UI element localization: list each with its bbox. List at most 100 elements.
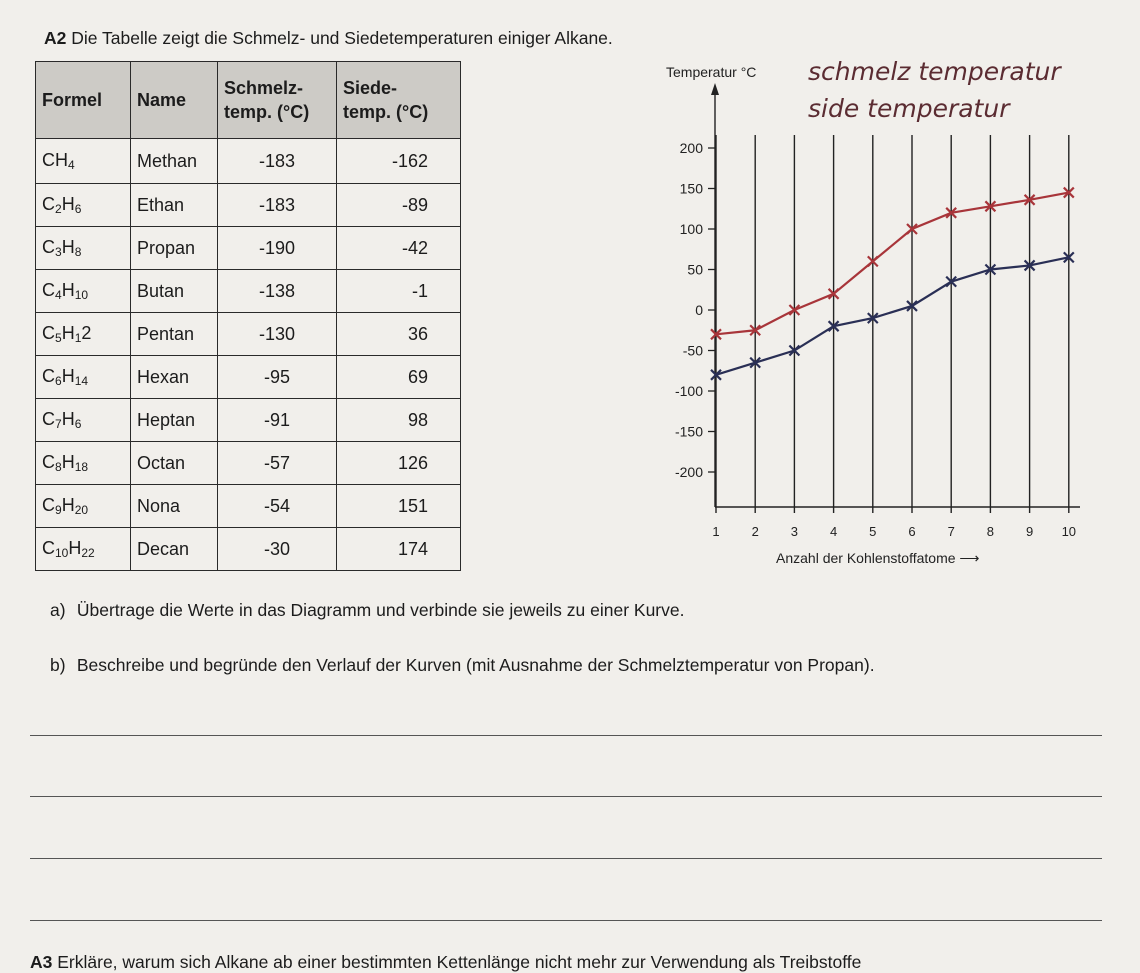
x-tick-label: 10: [1062, 524, 1076, 539]
boil-cell: 174: [336, 527, 461, 571]
data-point-marker: [945, 207, 957, 219]
formula-cell: C4H10: [35, 269, 131, 313]
name-cell: Decan: [130, 527, 218, 571]
name-cell: Methan: [130, 138, 218, 184]
temperature-chart: 200 150 100 50 0 -50 -100 -150 -200 1 2 3 4 5 6 7 8 9 10 Te…: [666, 57, 1080, 566]
x-tick-label: 1: [712, 524, 719, 539]
answer-line-1[interactable]: [30, 735, 1102, 736]
table-row: C9H20 Nona -54 151: [35, 484, 461, 528]
data-point-marker: [710, 369, 722, 381]
data-point-marker: [906, 223, 918, 235]
task-a3-heading: A3 Erkläre, warum sich Alkane ab einer b…: [30, 952, 862, 972]
y-axis-label: Temperatur °C: [666, 64, 756, 80]
task-a2-heading: A2 Die Tabelle zeigt die Schmelz- und Si…: [44, 28, 613, 48]
header-name: Name: [130, 61, 218, 139]
answer-line-4[interactable]: [30, 920, 1102, 921]
formula-cell: C2H6: [35, 183, 131, 227]
table-row: C6H14 Hexan -95 69: [35, 355, 461, 399]
header-formel: Formel: [35, 61, 131, 139]
data-point-marker: [1063, 251, 1075, 264]
data-point-marker: [906, 300, 918, 312]
data-point-marker: [788, 304, 801, 316]
data-point-marker: [710, 328, 722, 341]
boil-cell: -42: [336, 226, 461, 270]
answer-line-2[interactable]: [30, 796, 1102, 797]
name-cell: Octan: [130, 441, 218, 485]
melt-cell: -95: [217, 355, 337, 399]
boil-cell: 126: [336, 441, 461, 485]
y-tick-label: 100: [680, 221, 704, 237]
formula-cell: C6H14: [35, 355, 131, 399]
data-point-marker: [788, 344, 801, 357]
x-axis-label: Anzahl der Kohlenstoffatome ⟶: [776, 550, 980, 566]
question-b: b) Beschreibe und begründe den Verlauf d…: [50, 655, 875, 675]
table-row: C3H8 Propan -190 -42: [35, 226, 461, 270]
boil-cell: -162: [336, 138, 461, 184]
name-cell: Heptan: [130, 398, 218, 442]
boil-cell: 69: [336, 355, 461, 399]
boil-cell: -89: [336, 183, 461, 227]
table-row: C2H6 Ethan -183 -89: [35, 183, 461, 227]
data-point-marker: [1023, 194, 1036, 206]
melt-cell: -57: [217, 441, 337, 485]
data-point-marker: [749, 324, 761, 337]
series-line: [715, 256, 1070, 376]
table-row: C4H10 Butan -138 -1: [35, 269, 461, 313]
data-point-marker: [867, 312, 879, 324]
melt-cell: -183: [217, 183, 337, 227]
data-point-marker: [867, 255, 879, 268]
data-point-marker: [945, 275, 957, 288]
table-row: C10H22 Decan -30 174: [35, 527, 461, 571]
name-cell: Hexan: [130, 355, 218, 399]
handwritten-label-melting: schmelz temperatur: [808, 57, 1062, 86]
x-tick-label: 5: [869, 524, 876, 539]
answer-line-3[interactable]: [30, 858, 1102, 859]
melt-cell: -91: [217, 398, 337, 442]
x-tick-label: 6: [908, 524, 915, 539]
data-point-marker: [749, 356, 761, 369]
formula-cell: C3H8: [35, 226, 131, 270]
melt-cell: -190: [217, 226, 337, 270]
x-tick-label: 8: [987, 524, 994, 539]
y-tick-label: -200: [675, 464, 703, 480]
x-tick-label: 4: [830, 524, 837, 539]
formula-cell: C9H20: [35, 484, 131, 528]
data-point-marker: [827, 320, 840, 332]
name-cell: Pentan: [130, 312, 218, 356]
handwritten-label-boiling: side temperatur: [808, 94, 1011, 123]
y-tick-label: 150: [680, 181, 704, 197]
boil-cell: 151: [336, 484, 461, 528]
series-line: [715, 191, 1070, 336]
data-point-marker: [984, 263, 997, 276]
formula-cell: C8H18: [35, 441, 131, 485]
name-cell: Nona: [130, 484, 218, 528]
formula-cell: C7H6: [35, 398, 131, 442]
question-a: a) Übertrage die Werte in das Diagramm u…: [50, 600, 685, 620]
x-tick-label: 9: [1026, 524, 1033, 539]
y-axis-arrow: [711, 83, 719, 95]
table-row: C7H6 Heptan -91 98: [35, 398, 461, 442]
table-row: C5H12 Pentan -130 36: [35, 312, 461, 356]
y-tick-label: -50: [683, 343, 703, 359]
y-tick-label: 200: [680, 140, 704, 156]
alkane-table: Formel Name Schmelz- temp. (°C) Siede- t…: [35, 61, 461, 571]
name-cell: Butan: [130, 269, 218, 313]
data-point-marker: [1063, 186, 1075, 199]
data-point-marker: [1023, 259, 1036, 272]
melt-cell: -130: [217, 312, 337, 356]
melt-cell: -138: [217, 269, 337, 313]
table-row: CH4 Methan -183 -162: [35, 138, 461, 184]
formula-cell: C5H12: [35, 312, 131, 356]
boil-cell: 36: [336, 312, 461, 356]
x-tick-label: 3: [791, 524, 798, 539]
melt-cell: -30: [217, 527, 337, 571]
melt-cell: -183: [217, 138, 337, 184]
formula-cell: CH4: [35, 138, 131, 184]
name-cell: Propan: [130, 226, 218, 270]
header-siedetemp: Siede- temp. (°C): [336, 61, 461, 139]
y-tick-label: -150: [675, 424, 703, 440]
data-point-marker: [827, 288, 840, 300]
y-tick-label: 50: [687, 262, 703, 278]
melt-cell: -54: [217, 484, 337, 528]
header-schmelztemp: Schmelz- temp. (°C): [217, 61, 337, 139]
